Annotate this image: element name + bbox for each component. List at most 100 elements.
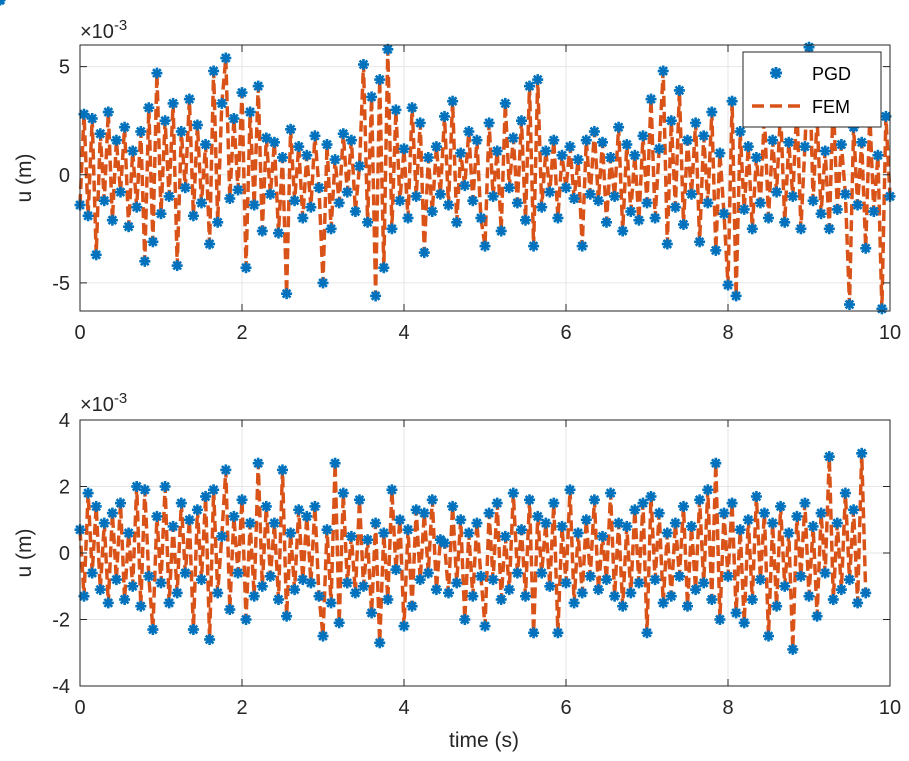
top-pgd-series [74,41,896,315]
top-pgd-point [645,93,657,105]
bottom-pgd-point [313,590,325,602]
top-x-tick-label: 8 [722,322,733,344]
bottom-pgd-point [159,481,171,492]
bottom-pgd-point [568,597,580,609]
top-pgd-point [702,197,714,209]
top-pgd-point [779,216,791,228]
top-pgd-point [86,113,98,124]
bottom-pgd-point [317,630,329,642]
top-pgd-point [511,197,523,209]
legend-box [742,51,882,128]
bottom-pgd-point [795,570,807,582]
top-pgd-point [410,190,422,202]
bottom-pgd-point [414,574,426,586]
top-pgd-point [200,139,212,150]
top-pgd-point [483,117,495,129]
bottom-pgd-point [252,457,264,469]
top-pgd-point [422,152,434,163]
top-pgd-point [374,74,386,86]
bottom-pgd-point [827,594,839,605]
top-pgd-point [807,195,819,207]
bottom-pgd-point [224,604,236,615]
bottom-pgd-point [426,494,438,506]
top-pgd-point [305,201,317,213]
bottom-pgd-point [123,527,135,539]
top-pgd-point [451,216,463,228]
top-x-tick-label: 4 [398,322,409,344]
top-pgd-point [641,197,653,209]
top-pgd-point [601,216,612,228]
top-pgd-point [366,91,378,103]
bottom-pgd-point [856,447,868,459]
top-pgd-point [321,139,333,150]
top-pgd-point [544,186,556,198]
bottom-exponent-base: ×10 [80,394,114,416]
top-pgd-point [151,67,163,79]
bottom-pgd-point [536,567,548,579]
top-pgd-point [163,190,175,202]
top-pgd-point [236,87,248,99]
bottom-pgd-point [386,484,398,496]
bottom-pgd-point [678,500,689,512]
bottom-pgd-point [390,564,402,576]
bottom-y-axis-label: u (m) [13,529,36,578]
top-pgd-point [273,227,284,239]
bottom-pgd-point [370,517,382,529]
top-pgd-point [82,210,94,222]
bottom-pgd-point [787,643,799,655]
bottom-pgd-point [256,580,268,592]
top-pgd-point [528,240,540,252]
top-pgd-point [771,186,783,198]
top-pgd-point [264,188,276,200]
bottom-pgd-point [694,494,706,506]
top-pgd-point [248,199,260,211]
top-pgd-point [803,41,815,53]
bottom-pgd-point [819,567,831,579]
bottom-pgd-point [463,527,475,539]
top-pgd-point [341,186,353,198]
bottom-pgd-point [791,510,803,522]
bottom-pgd-point [807,520,819,532]
top-pgd-point [147,236,159,248]
top-pgd-point [564,141,576,153]
bottom-pgd-point [187,624,199,635]
top-pgd-point [560,182,572,194]
bottom-pgd-point [358,580,369,592]
top-pgd-point [657,65,669,77]
bottom-pgd-point [653,507,665,519]
bottom-pgd-point [649,574,661,586]
bottom-pgd-point [175,497,187,509]
bottom-pgd-point [208,484,220,496]
bottom-pgd-point [106,507,118,519]
bottom-pgd-point [540,517,552,529]
bottom-pgd-point [487,574,499,586]
bottom-pgd-point [200,491,212,502]
bottom-pgd-point [605,487,617,499]
bottom-pgd-point [345,530,357,542]
top-pgd-point [734,126,746,137]
bottom-pgd-point [406,600,418,612]
bottom-pgd-point [532,510,544,522]
bottom-pgd-point [730,607,742,619]
bottom-pgd-point [273,594,284,605]
bottom-pgd-point [216,530,228,542]
bottom-pgd-point [495,594,507,605]
top-pgd-point [94,128,106,140]
bottom-pgd-point [179,567,191,579]
top-pgd-point [127,145,139,157]
bottom-pgd-point [592,584,604,596]
bottom-pgd-series [0,0,872,655]
top-pgd-point [390,104,402,116]
bottom-x-ticks: 0 2 4 6 8 10 [74,420,901,719]
top-pgd-point [402,212,414,224]
bottom-pgd-point [621,520,633,532]
top-pgd-point [609,190,621,202]
bottom-pgd-point [139,484,151,496]
top-pgd-point [277,152,288,163]
bottom-pgd-point [171,587,183,599]
top-pgd-point [281,288,293,300]
top-pgd-point [718,208,730,220]
top-pgd-point [698,130,710,142]
top-pgd-point [220,52,232,64]
